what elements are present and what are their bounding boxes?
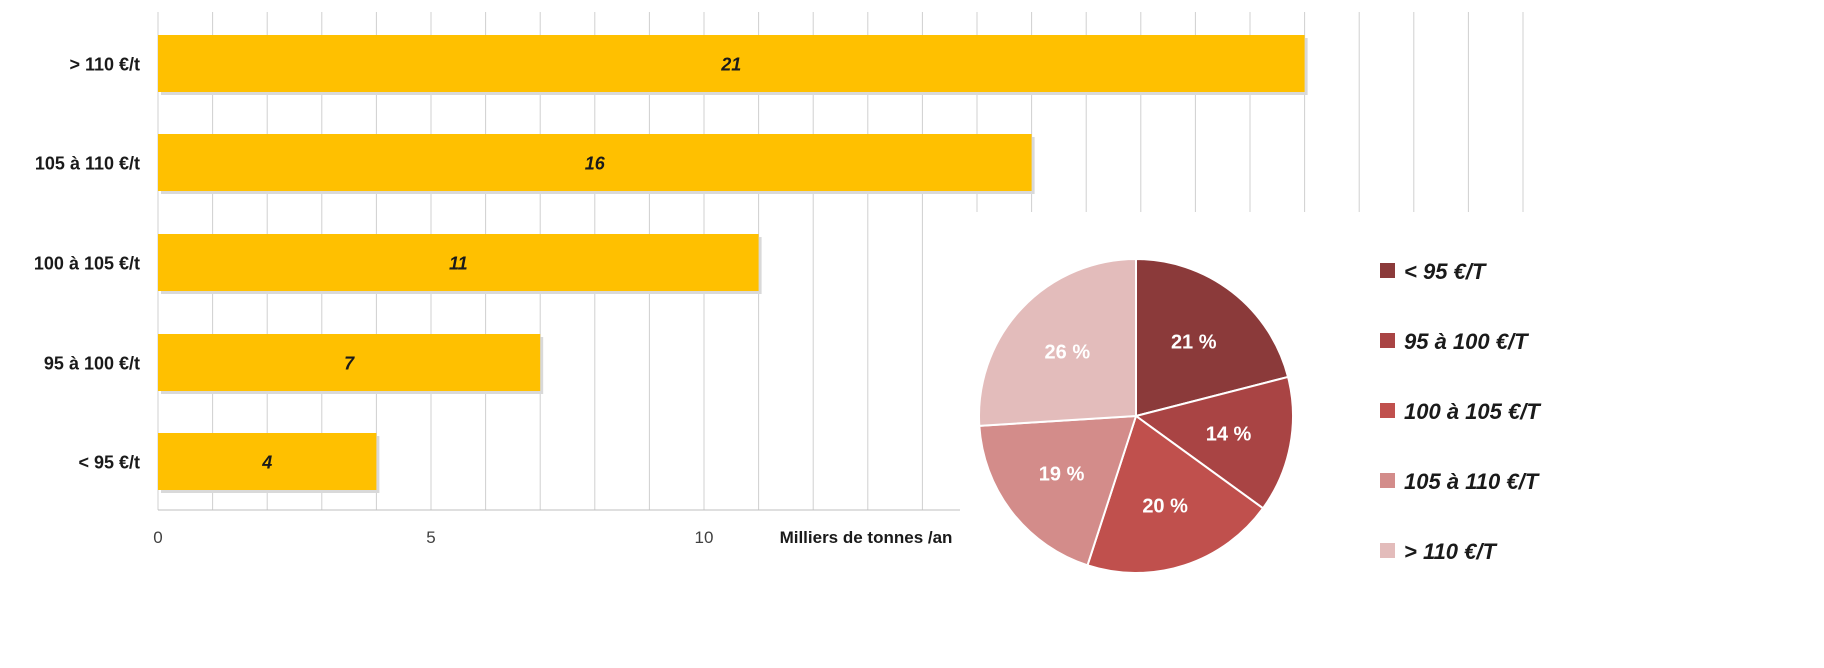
- pie-chart: 21 % 14 % 20 % 19 % 26 %: [978, 257, 1295, 574]
- legend-swatch: [1380, 333, 1395, 348]
- legend-swatch: [1380, 543, 1395, 558]
- pie-data-label: 20 %: [1142, 496, 1188, 518]
- x-tick-label: 10: [695, 528, 714, 547]
- bar-data-label: 4: [261, 453, 272, 473]
- pie-data-label: 14 %: [1206, 424, 1252, 446]
- pie-slice: [1086, 414, 1265, 574]
- x-tick-label: 0: [153, 528, 162, 547]
- x-axis-title: Milliers de tonnes /an: [780, 528, 953, 547]
- bar: [158, 433, 377, 490]
- legend-swatch: [1380, 263, 1395, 278]
- category-label: 100 à 105 €/t: [34, 254, 140, 274]
- pie-data-label: 21 %: [1171, 332, 1217, 354]
- category-label: < 95 €/t: [78, 453, 140, 473]
- bar: [158, 334, 541, 391]
- pie-data-label: 19 %: [1039, 464, 1085, 486]
- legend-label: > 110 €/T: [1404, 539, 1497, 564]
- category-label: > 110 €/t: [69, 55, 140, 75]
- bar-data-label: 21: [720, 55, 741, 75]
- pie-slice: [1133, 375, 1295, 510]
- legend-label: < 95 €/T: [1404, 259, 1487, 284]
- pie-data-label: 26 %: [1045, 342, 1091, 364]
- bar: [158, 35, 1305, 92]
- legend-label: 105 à 110 €/T: [1404, 469, 1540, 494]
- legend-swatch: [1380, 473, 1395, 488]
- pie-slice: [978, 414, 1138, 567]
- bar-data-label: 7: [344, 354, 355, 374]
- legend-label: 95 à 100 €/T: [1404, 329, 1529, 354]
- legend-swatch: [1380, 403, 1395, 418]
- category-label: 95 à 100 €/t: [44, 354, 140, 374]
- pie-slice: [978, 257, 1137, 427]
- category-label: 105 à 110 €/t: [35, 154, 140, 174]
- bar-data-label: 16: [585, 154, 606, 174]
- pie-slice: [1135, 257, 1290, 418]
- bar-data-label: 11: [449, 254, 468, 274]
- bar: [158, 134, 1032, 191]
- x-tick-label: 5: [426, 528, 435, 547]
- legend-label: 100 à 105 €/T: [1404, 399, 1541, 424]
- pie-legend: < 95 €/T 95 à 100 €/T 100 à 105 €/T 105 à 1…: [1380, 259, 1541, 564]
- bar: [158, 234, 759, 291]
- bar-chart: 21 > 110 €/t 16 105 à 110 €/t 11 100 à 105 €/…: [34, 12, 1524, 547]
